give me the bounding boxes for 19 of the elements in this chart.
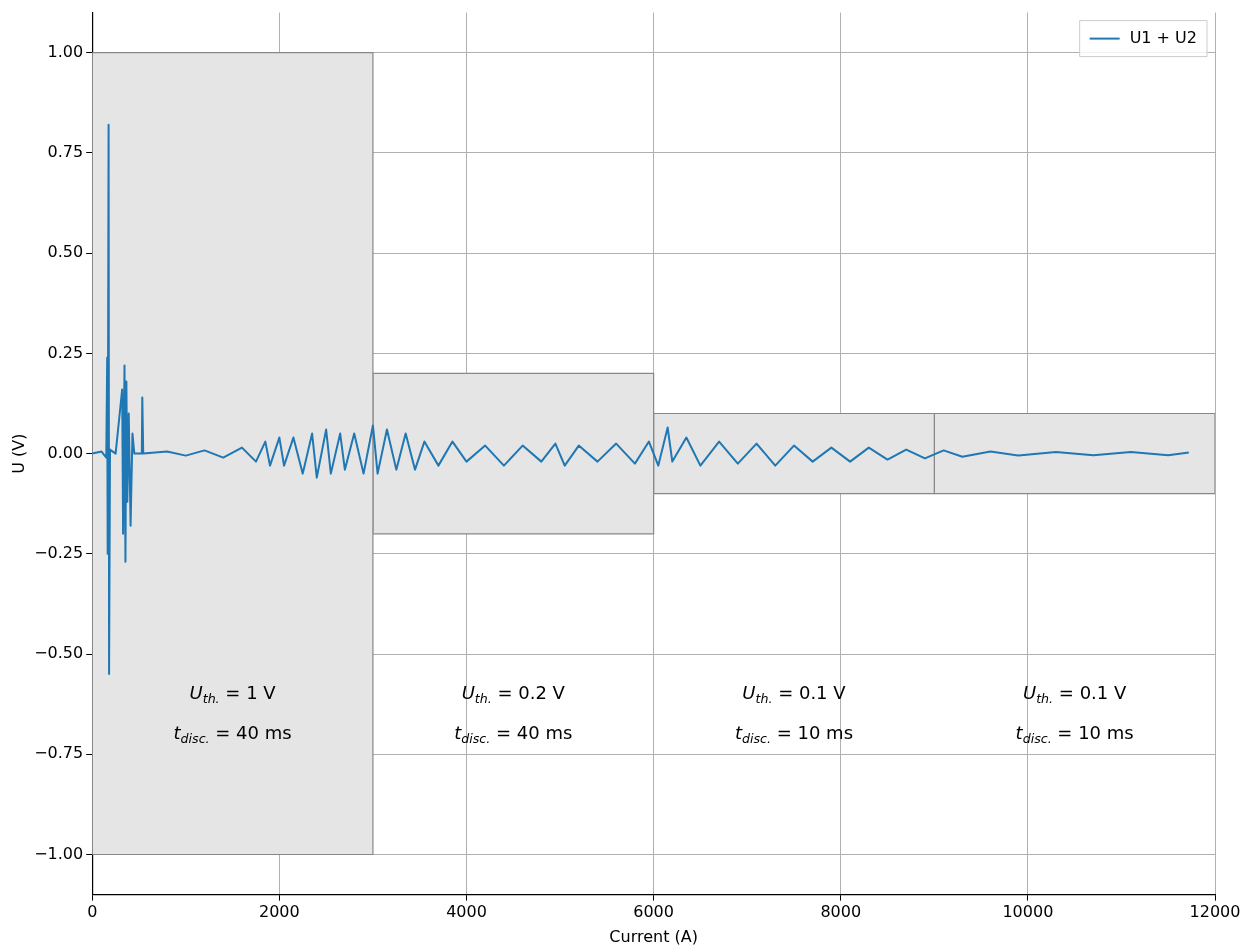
x-tick-label: 2000 [259, 902, 300, 922]
y-tick-label: 0.00 [47, 442, 84, 462]
y-tick-label: 0.25 [47, 342, 84, 362]
x-tick-label: 0 [87, 902, 98, 922]
y-tick-label: −0.25 [34, 542, 84, 562]
y-tick-label: −1.00 [34, 843, 84, 863]
x-axis-title: Current (A) [609, 926, 698, 946]
y-tick-label: 0.50 [47, 242, 84, 262]
y-tick-label: 1.00 [47, 41, 84, 61]
legend-label: U1 + U2 [1129, 27, 1197, 47]
y-tick-label: −0.75 [34, 743, 84, 763]
x-tick-label: 12000 [1189, 902, 1241, 922]
y-axis-title: U (V) [8, 433, 28, 474]
x-tick-label: 4000 [446, 902, 487, 922]
y-tick-label: 0.75 [47, 142, 84, 162]
x-tick-label: 6000 [633, 902, 674, 922]
x-tick-label: 10000 [1002, 902, 1054, 922]
x-tick-label: 8000 [820, 902, 862, 922]
y-tick-label: −0.50 [34, 643, 84, 663]
